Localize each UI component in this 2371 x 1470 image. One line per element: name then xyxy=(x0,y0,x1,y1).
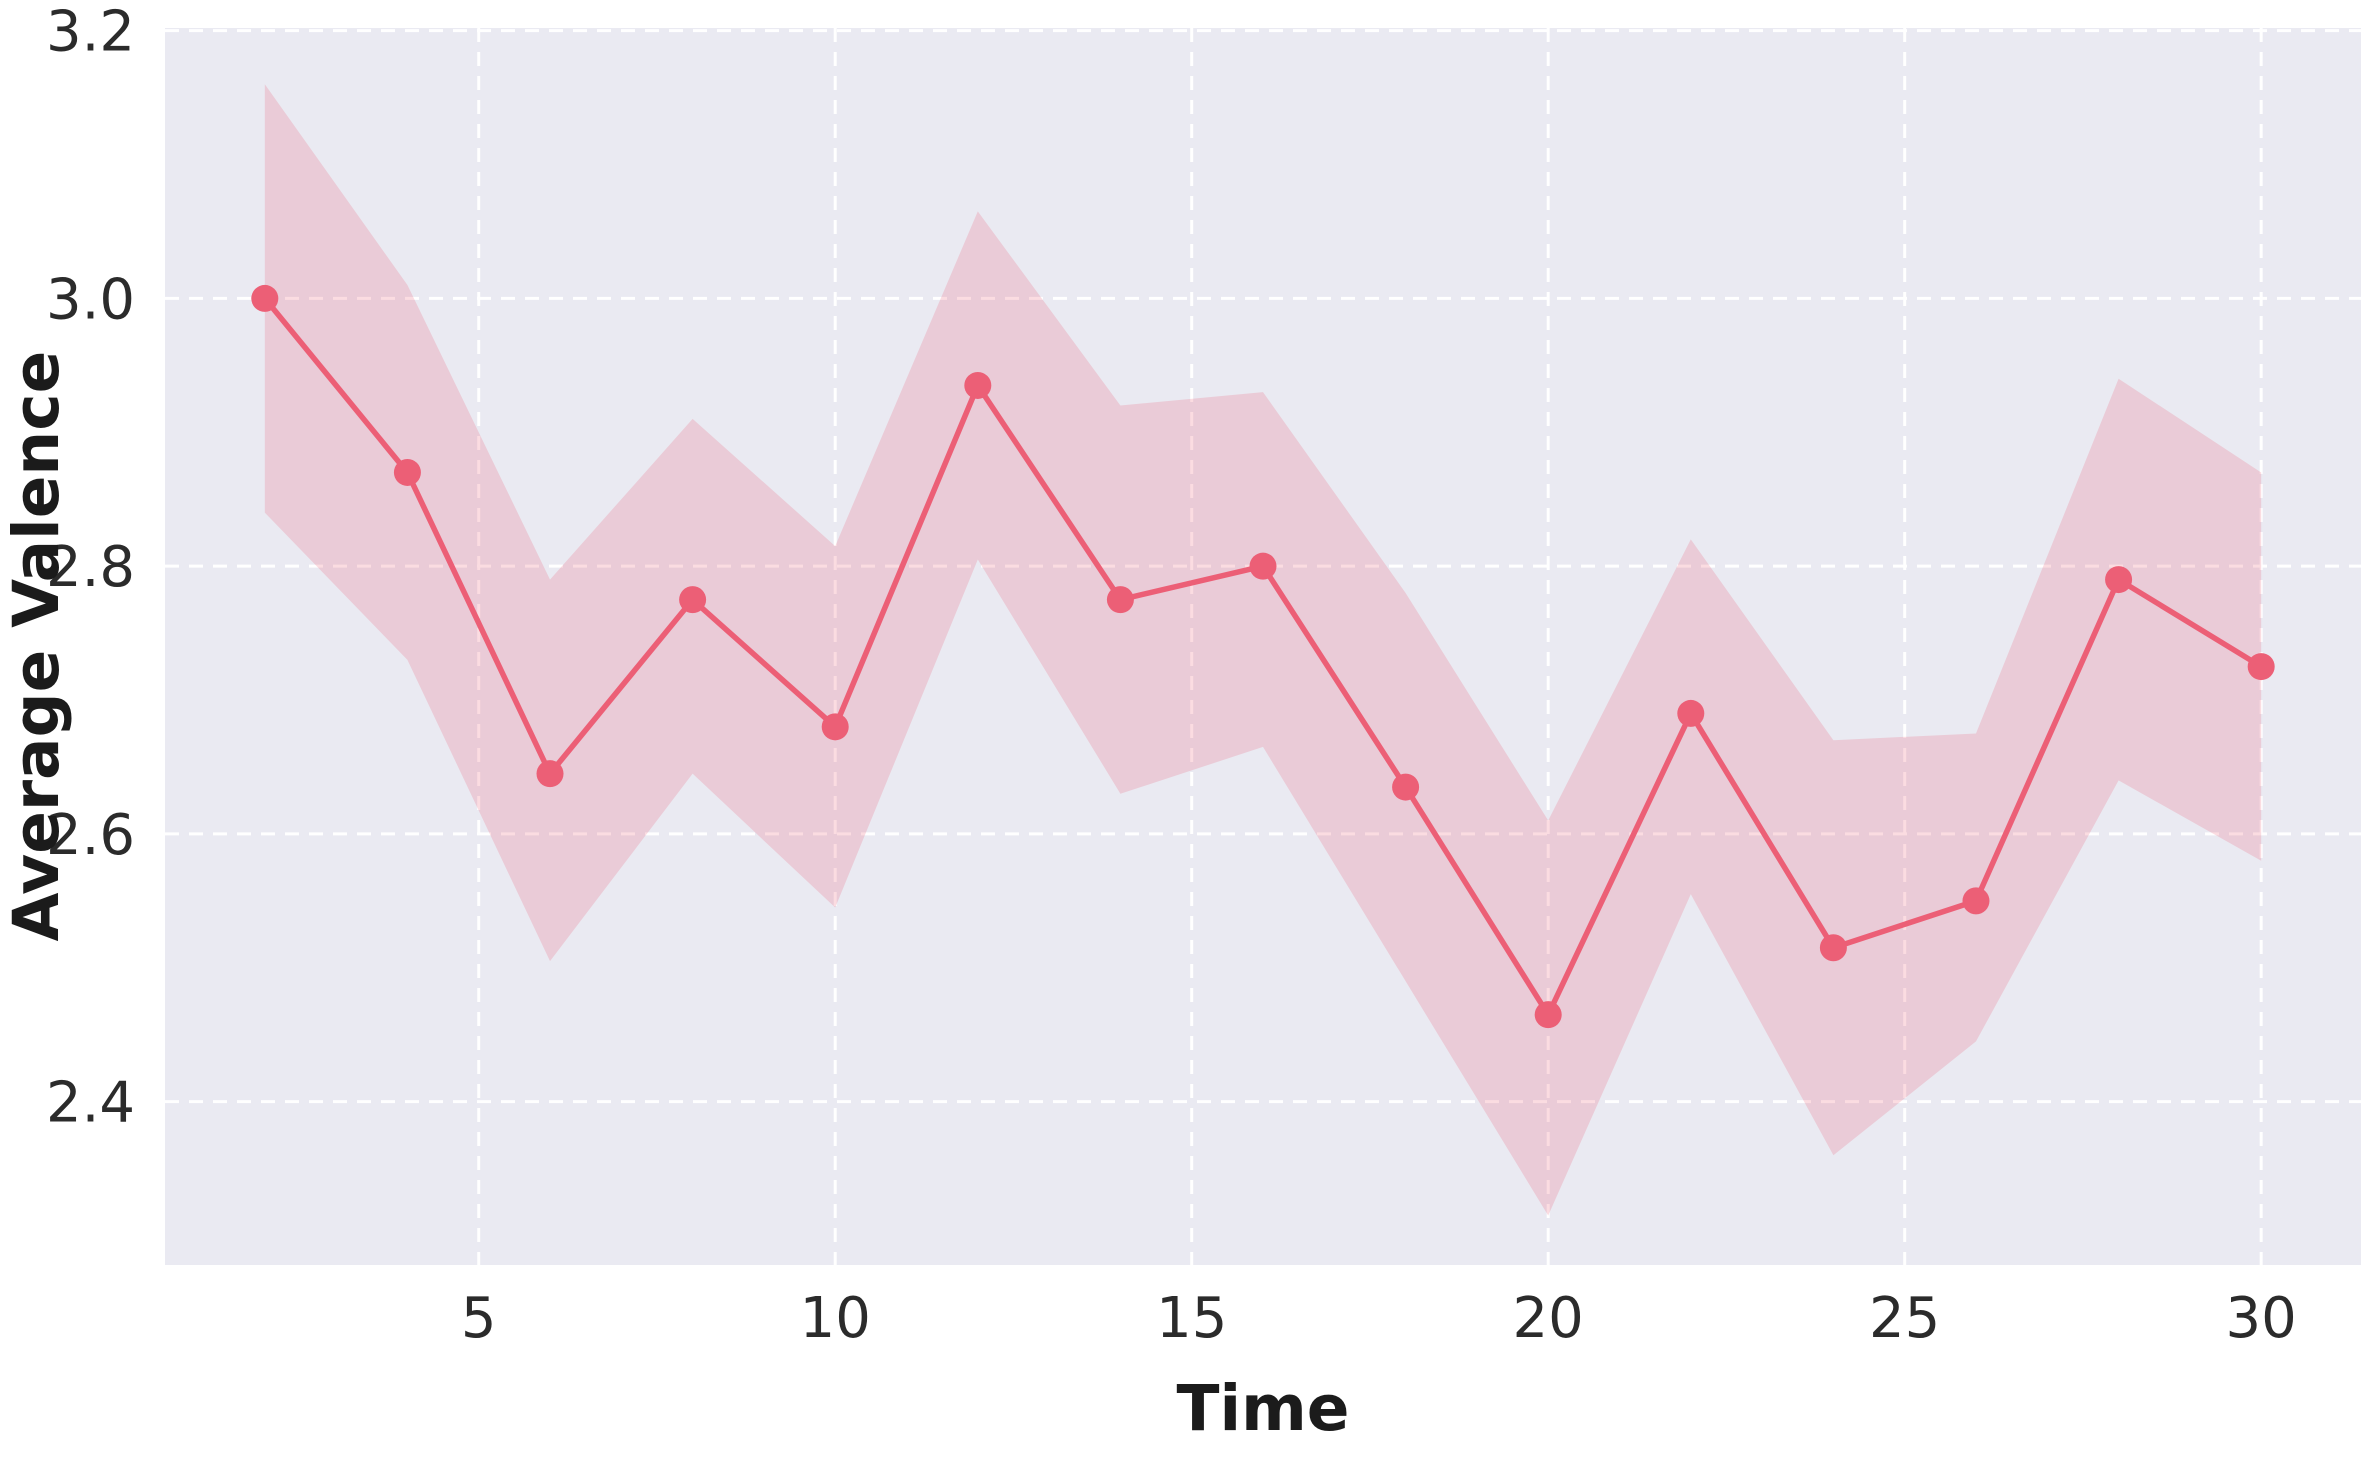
y-axis-label: Average Valence xyxy=(0,351,73,942)
plot-background-group xyxy=(165,28,2361,1265)
x-tick-label: 30 xyxy=(2226,1286,2297,1351)
data-point-marker xyxy=(821,713,849,741)
plot-area xyxy=(165,28,2361,1265)
data-point-marker xyxy=(679,586,707,614)
data-point-marker xyxy=(1534,1001,1562,1029)
data-point-marker xyxy=(2105,566,2133,594)
x-tick-label: 25 xyxy=(1869,1286,1940,1351)
y-tick-label: 2.4 xyxy=(46,1071,135,1136)
data-point-marker xyxy=(964,371,992,399)
y-tick-label: 2.6 xyxy=(46,803,135,868)
y-tick-label: 3.0 xyxy=(46,267,135,332)
y-tick-label: 2.8 xyxy=(46,535,135,600)
x-tick-label: 10 xyxy=(800,1286,871,1351)
data-point-marker xyxy=(536,760,564,788)
tick-labels-group: 5 10 15 20 25 30 2.4 2.6 2.8 3.0 3.2 xyxy=(46,0,2297,1351)
data-point-marker xyxy=(1819,934,1847,962)
x-tick-label: 5 xyxy=(461,1286,497,1351)
data-point-marker xyxy=(1392,773,1420,801)
x-tick-label: 20 xyxy=(1513,1286,1584,1351)
data-point-marker xyxy=(1106,586,1134,614)
data-point-marker xyxy=(393,458,421,486)
data-point-marker xyxy=(251,284,279,312)
data-point-marker xyxy=(2247,653,2275,681)
x-tick-label: 15 xyxy=(1156,1286,1227,1351)
y-tick-label: 3.2 xyxy=(46,0,135,65)
gridlines-group xyxy=(165,28,2361,1265)
confidence-band xyxy=(264,84,2262,1216)
x-axis-label: Time xyxy=(1177,1372,1350,1445)
confidence-band-group xyxy=(264,84,2262,1216)
markers-group xyxy=(251,284,2275,1029)
data-point-marker xyxy=(1249,552,1277,580)
data-point-marker xyxy=(1962,887,1990,915)
data-point-marker xyxy=(1677,699,1705,727)
